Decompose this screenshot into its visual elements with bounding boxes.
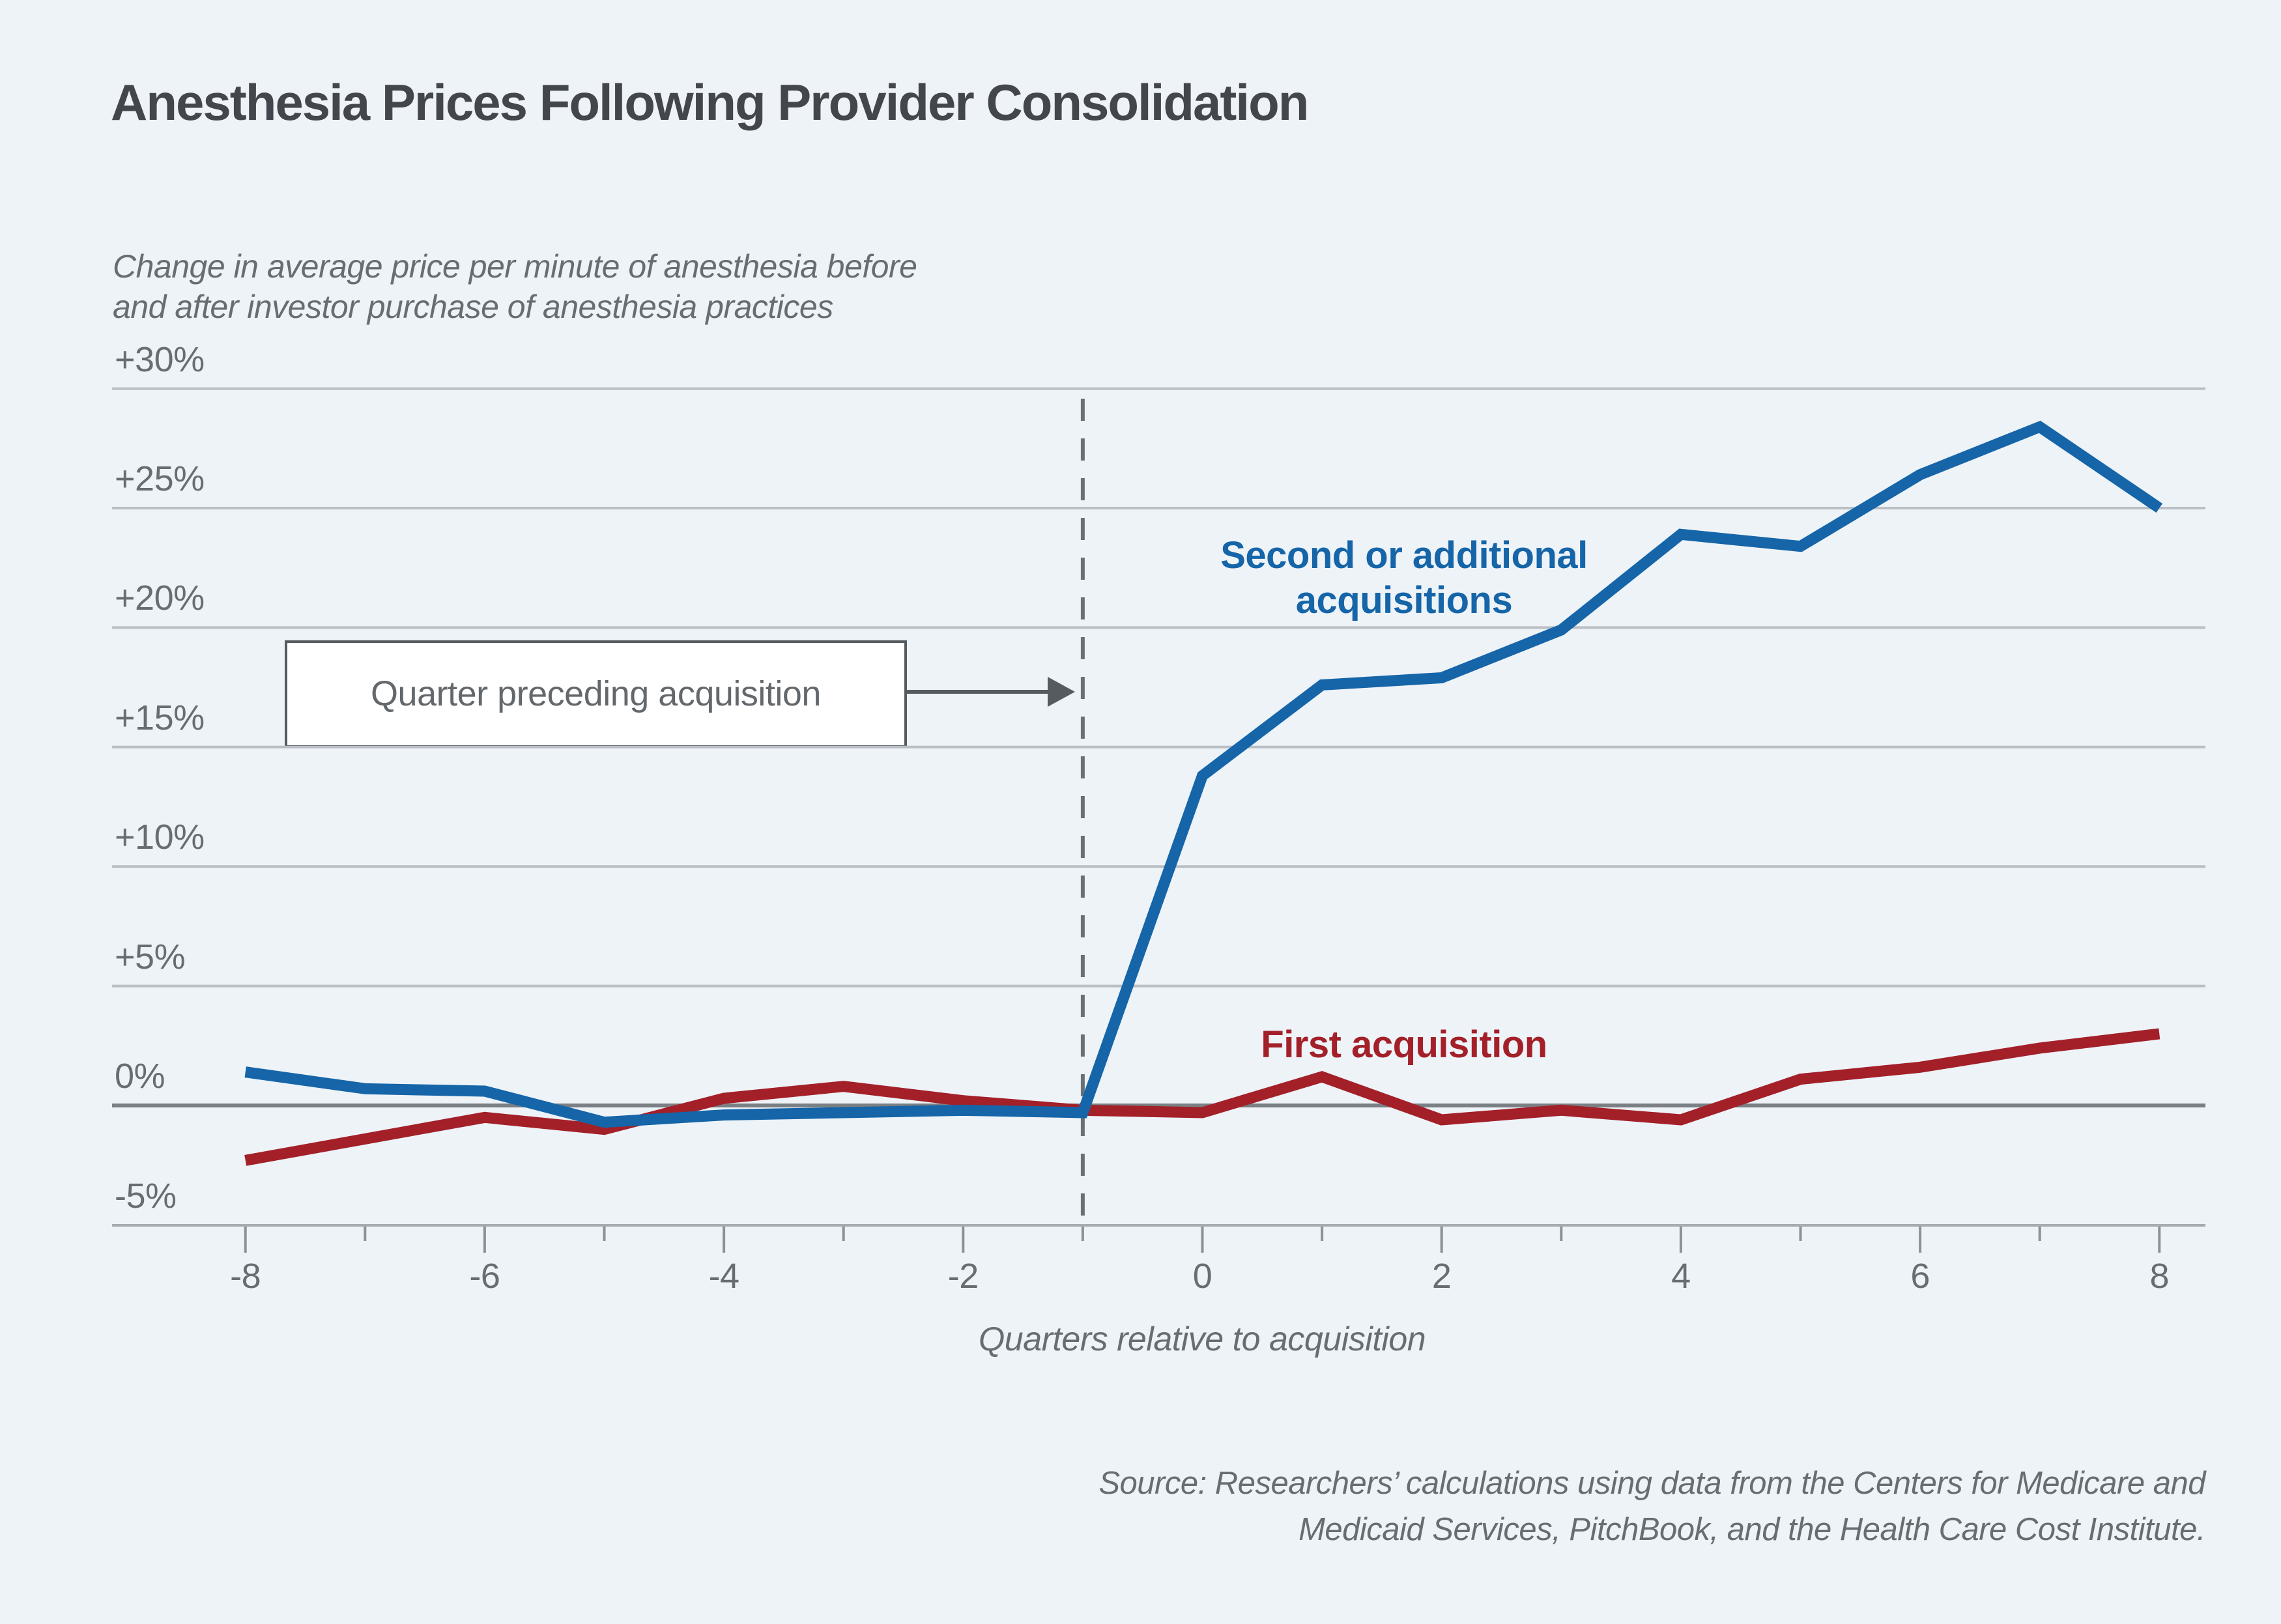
x-axis-title: Quarters relative to acquisition: [978, 1320, 1426, 1358]
y-tick-label: 0%: [115, 1057, 165, 1096]
x-tick-label: -6: [469, 1257, 500, 1296]
y-tick-label: -5%: [115, 1176, 177, 1216]
chart-subtitle-line1: Change in average price per minute of an…: [113, 248, 917, 285]
x-tick-label: 4: [1671, 1257, 1691, 1296]
x-tick-label: -8: [230, 1257, 261, 1296]
series-label-second-acquisitions: Second or additional acquisitions: [1078, 533, 1730, 623]
x-tick-label: 8: [2149, 1257, 2170, 1296]
chart-title: Anesthesia Prices Following Provider Con…: [111, 74, 1309, 131]
source-note: Source: Researchers’ calculations using …: [511, 1460, 2205, 1553]
x-tick-label: -4: [708, 1257, 740, 1296]
x-tick-label: 0: [1192, 1257, 1212, 1296]
y-tick-label: +20%: [115, 578, 205, 618]
y-tick-label: +15%: [115, 698, 205, 737]
series-label-first-acquisition: First acquisition: [1261, 1023, 1547, 1066]
chart-subtitle-line2: and after investor purchase of anesthesi…: [113, 289, 833, 325]
y-tick-label: +25%: [115, 459, 205, 498]
y-tick-label: +5%: [115, 937, 186, 976]
series-line-second-acquisitions: [244, 420, 2163, 1128]
series-label-second-acquisitions-line1: Second or additional: [1220, 534, 1588, 577]
annotation-arrow-head: [1048, 677, 1075, 707]
y-tick-label: +10%: [115, 818, 205, 857]
event-annotation-label: Quarter preceding acquisition: [371, 674, 821, 713]
source-note-line2: Medicaid Services, PitchBook, and the He…: [1298, 1512, 2205, 1547]
event-annotation-box: Quarter preceding acquisition: [285, 640, 907, 748]
y-tick-label: +30%: [115, 339, 205, 379]
x-tick-label: 6: [1910, 1257, 1930, 1296]
source-note-line1: Source: Researchers’ calculations using …: [1098, 1466, 2205, 1501]
x-tick-label: -2: [947, 1257, 979, 1296]
chart-subtitle: Change in average price per minute of an…: [113, 246, 917, 327]
x-tick-label: 2: [1431, 1257, 1452, 1296]
series-label-second-acquisitions-line2: acquisitions: [1295, 579, 1513, 621]
